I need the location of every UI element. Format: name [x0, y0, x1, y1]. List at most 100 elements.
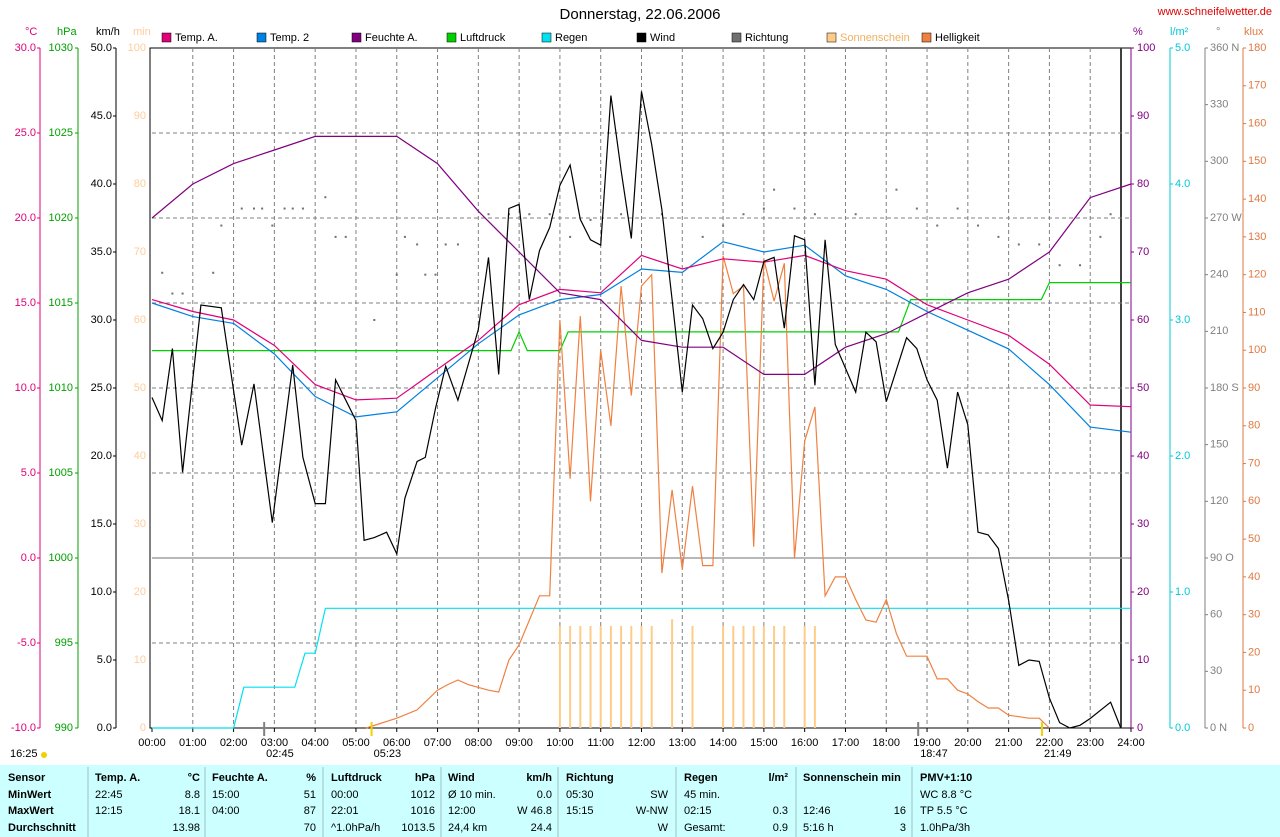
- table-cell: MinWert: [8, 789, 52, 801]
- sun-bar: [722, 626, 725, 728]
- table-cell: 05:30: [566, 789, 594, 801]
- table-cell: WC 8.8 °C: [920, 789, 972, 801]
- table-cell: 8.8: [185, 789, 200, 801]
- direction-dot: [252, 207, 255, 210]
- direction-dot: [701, 235, 704, 238]
- table-cell: 13.98: [172, 822, 200, 834]
- y-tick-label: 20: [1137, 586, 1149, 598]
- table-cell: °C: [188, 772, 200, 784]
- table-cell: Temp. A.: [95, 772, 140, 784]
- direction-dot: [722, 224, 725, 227]
- y-tick-label: 5.0: [1175, 42, 1190, 54]
- y-tick-label: 10.0: [15, 382, 36, 394]
- x-tick-label: 15:00: [750, 737, 778, 749]
- x-tick-label: 07:00: [424, 737, 452, 749]
- y-tick-label: 130: [1248, 231, 1266, 243]
- sun-bar: [589, 626, 592, 728]
- sun-bar: [671, 619, 674, 728]
- y-tick-label: 10: [1248, 684, 1260, 696]
- y-tick-label: 60: [1248, 495, 1260, 507]
- table-cell: 1.0hPa/3h: [920, 822, 970, 834]
- table-cell: W: [658, 822, 669, 834]
- x-tick-label: 21:00: [995, 737, 1023, 749]
- x-tick-label: 10:00: [546, 737, 574, 749]
- direction-dot: [548, 213, 551, 216]
- x-tick-label: 22:00: [1036, 737, 1064, 749]
- direction-dot: [395, 273, 398, 276]
- y-tick-label: 1005: [49, 467, 73, 479]
- y-tick-label: 0 N: [1210, 722, 1227, 734]
- direction-dot: [444, 243, 447, 246]
- y-tick-label: 180: [1248, 42, 1266, 54]
- table-cell: W-NW: [636, 805, 669, 817]
- direction-dot: [424, 273, 427, 276]
- y-tick-label: 20: [134, 586, 146, 598]
- x-tick-label: 05:00: [342, 737, 370, 749]
- sun-bar: [762, 626, 765, 728]
- table-cell: 24.4: [531, 822, 552, 834]
- axis-unit: klux: [1244, 26, 1264, 38]
- table-cell: 0.9: [773, 822, 788, 834]
- x-tick-label: 02:00: [220, 737, 248, 749]
- sun-bar: [640, 626, 643, 728]
- direction-dot: [434, 273, 437, 276]
- y-tick-label: 90: [134, 110, 146, 122]
- sun-bar: [783, 626, 786, 728]
- table-cell: 70: [304, 822, 316, 834]
- y-tick-label: 20.0: [15, 212, 36, 224]
- sun-bar: [579, 626, 582, 728]
- y-tick-label: 90: [1137, 110, 1149, 122]
- y-tick-label: 20.0: [91, 450, 112, 462]
- direction-dot: [1058, 264, 1061, 267]
- direction-dot: [324, 196, 327, 199]
- y-tick-label: 100: [128, 42, 146, 54]
- axis-unit: °: [1216, 26, 1220, 38]
- table-cell: PMV+1:10: [920, 772, 972, 784]
- y-tick-label: 20: [1248, 646, 1260, 658]
- y-tick-label: 50: [1137, 382, 1149, 394]
- table-cell: 22:45: [95, 789, 123, 801]
- y-tick-label: 30: [1248, 609, 1260, 621]
- y-tick-label: 300: [1210, 155, 1228, 167]
- direction-dot: [403, 235, 406, 238]
- y-tick-label: 3.0: [1175, 314, 1190, 326]
- y-tick-label: 1025: [49, 127, 73, 139]
- x-tick-label: 17:00: [832, 737, 860, 749]
- table-cell: 12:46: [803, 805, 831, 817]
- y-tick-label: 0: [140, 722, 146, 734]
- series-line: [151, 254, 1132, 408]
- x-tick-label: 09:00: [505, 737, 533, 749]
- direction-dot: [997, 235, 1000, 238]
- sun-bar: [813, 626, 816, 728]
- sun-bar: [742, 626, 745, 728]
- y-tick-label: 70: [134, 246, 146, 258]
- series-line: [151, 241, 1132, 433]
- table-cell: 02:15: [684, 805, 712, 817]
- legend-swatch: [826, 32, 837, 43]
- direction-dot: [301, 207, 304, 210]
- direction-dot: [762, 207, 765, 210]
- marker-label: 21:49: [1044, 748, 1072, 760]
- x-tick-label: 18:00: [872, 737, 900, 749]
- direction-dot: [456, 243, 459, 246]
- direction-dot: [220, 224, 223, 227]
- direction-dot: [793, 207, 796, 210]
- direction-dot: [895, 188, 898, 191]
- y-tick-label: 45.0: [91, 110, 112, 122]
- table-cell: 16: [894, 805, 906, 817]
- x-tick-label: 00:00: [138, 737, 166, 749]
- y-tick-label: 50: [134, 382, 146, 394]
- table-cell: 12:00: [448, 805, 476, 817]
- y-tick-label: 1015: [49, 297, 73, 309]
- y-tick-label: 1030: [49, 42, 73, 54]
- axis-unit: min: [133, 26, 151, 38]
- table-cell: l/m²: [768, 772, 788, 784]
- table-cell: MaxWert: [8, 805, 54, 817]
- x-tick-label: 01:00: [179, 737, 207, 749]
- table-cell: 45 min.: [684, 789, 720, 801]
- sun-bar: [732, 626, 735, 728]
- chart-title: Donnerstag, 22.06.2006: [560, 6, 721, 23]
- y-tick-label: 0.0: [97, 722, 112, 734]
- y-tick-label: 2.0: [1175, 450, 1190, 462]
- y-tick-label: 100: [1137, 42, 1155, 54]
